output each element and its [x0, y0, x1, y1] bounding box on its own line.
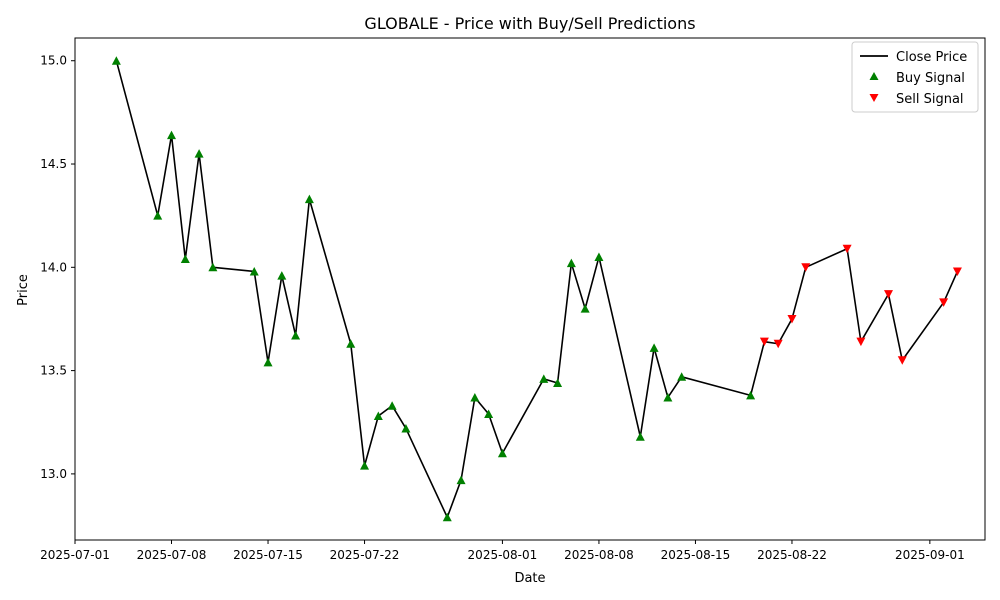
y-tick-label: 13.0	[40, 467, 67, 481]
y-tick-label: 13.5	[40, 364, 67, 378]
x-tick-label: 2025-07-01	[40, 548, 110, 562]
x-tick-label: 2025-08-08	[564, 548, 634, 562]
buy-signal-marker	[553, 378, 563, 387]
sell-signal-marker	[897, 356, 907, 365]
legend-sell-label: Sell Signal	[896, 92, 964, 107]
buy-signal-marker	[594, 252, 604, 261]
buy-signal-marker	[111, 56, 121, 65]
x-tick-label: 2025-08-01	[468, 548, 538, 562]
x-tick-label: 2025-07-08	[137, 548, 207, 562]
buy-signal-marker	[566, 258, 576, 268]
buy-signal-marker	[539, 374, 549, 383]
sell-signal-marker	[856, 337, 866, 347]
sell-signal-marker	[883, 290, 893, 299]
buy-signal-marker	[456, 475, 466, 485]
x-tick-label: 2025-07-15	[233, 548, 303, 562]
buy-signal-marker	[635, 432, 645, 441]
sell-signal-marker	[787, 314, 797, 324]
x-tick-label: 2025-09-01	[895, 548, 965, 562]
buy-signal-marker	[153, 211, 163, 220]
buy-signal-marker	[484, 409, 494, 418]
buy-signal-marker	[470, 392, 480, 402]
sell-signal-marker	[759, 337, 769, 347]
chart-title: GLOBALE - Price with Buy/Sell Prediction…	[364, 14, 695, 33]
y-tick-label: 14.0	[40, 260, 67, 274]
buy-signal-marker	[360, 461, 370, 470]
buy-signal-marker	[304, 194, 314, 204]
buy-signal-marker	[497, 448, 507, 458]
buy-signal-marker	[746, 390, 756, 400]
legend-buy-swatch	[869, 72, 879, 80]
buy-signal-marker	[580, 304, 590, 313]
y-tick-label: 15.0	[40, 54, 67, 68]
plot-frame	[74, 37, 986, 541]
plot-area	[74, 37, 986, 541]
x-axis-label: Date	[514, 571, 545, 586]
buy-signal-marker	[401, 423, 411, 433]
x-axis: 2025-07-01 2025-07-08 2025-07-15 2025-07-22…	[40, 540, 965, 562]
legend-buy-label: Buy Signal	[896, 71, 965, 86]
legend-close-label: Close Price	[896, 50, 967, 65]
buy-signal-marker	[277, 271, 287, 280]
y-tick-label: 14.5	[40, 157, 67, 171]
x-tick-label: 2025-08-22	[757, 548, 827, 562]
buy-signal-marker	[663, 392, 673, 402]
sell-signal-marker	[801, 263, 811, 272]
buy-signal-marker	[387, 401, 397, 410]
buy-signal-marker	[291, 330, 301, 340]
x-tick-label: 2025-08-15	[661, 548, 731, 562]
buy-signal-marker	[194, 149, 204, 158]
sell-signal-marker	[842, 244, 852, 254]
x-tick-label: 2025-07-22	[330, 548, 400, 562]
legend-box	[851, 41, 979, 113]
sell-signal-marker	[773, 339, 783, 349]
buy-signal-marker	[346, 339, 356, 348]
sell-signal-marker	[952, 267, 962, 276]
buy-signal-marker	[167, 130, 177, 140]
buy-signal-marker	[263, 357, 273, 367]
buy-signal-marker	[677, 372, 687, 381]
y-axis: 13.0 13.5 14.0 14.5 15.0	[40, 54, 75, 481]
legend-sell-swatch	[869, 94, 879, 102]
legend: Close Price Buy Signal Sell Signal	[851, 41, 979, 113]
y-axis-label: Price	[16, 274, 31, 306]
buy-signal-marker	[373, 411, 383, 421]
buy-signal-marker	[180, 254, 190, 264]
sell-signal-marker	[939, 298, 949, 307]
buy-signal-marker	[208, 262, 218, 272]
buy-signal-marker	[249, 266, 259, 276]
buy-signal-marker	[442, 512, 452, 522]
buy-signal-marker	[649, 343, 659, 352]
